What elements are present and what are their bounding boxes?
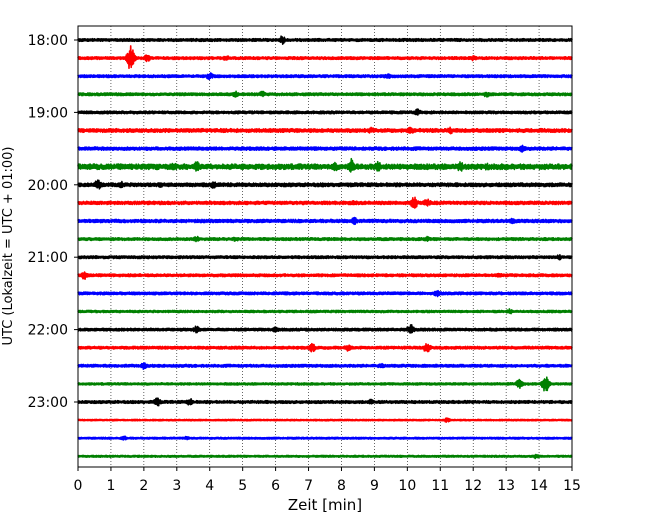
trace-2345: [77, 453, 573, 460]
y-tick-label-19:00: 19:00: [28, 105, 68, 121]
trace-1845: [77, 90, 573, 98]
trace-2315: [77, 417, 573, 423]
y-axis-ticks: 18:00 19:00 20:00 21:00 22:00 23:00: [28, 33, 78, 411]
trace-2015: [77, 196, 573, 209]
trace-2115: [77, 271, 573, 280]
trace-1815: [77, 45, 573, 69]
x-axis-ticks: 0 1 2 3 4 5 6 7 8 9 10 11 12 13 14 15: [74, 467, 581, 494]
trace-1930: [77, 144, 573, 153]
trace-1900: [77, 108, 573, 116]
trace-2330: [77, 435, 573, 441]
y-tick-label-20:00: 20:00: [28, 178, 68, 194]
trace-2300: [77, 397, 573, 407]
trace-1915: [77, 126, 573, 135]
y-tick-label-21:00: 21:00: [28, 250, 68, 266]
x-tick-label-6: 6: [271, 478, 280, 494]
seismogram-traces: [77, 35, 573, 460]
trace-2245: [77, 376, 573, 392]
x-tick-label-10: 10: [398, 478, 416, 494]
x-tick-label-8: 8: [337, 478, 346, 494]
trace-2215: [77, 342, 573, 353]
trace-2045: [77, 235, 573, 243]
trace-1800: [77, 35, 573, 45]
trace-2230: [77, 362, 573, 370]
x-tick-label-15: 15: [563, 478, 581, 494]
x-tick-label-5: 5: [238, 478, 247, 494]
x-tick-label-11: 11: [431, 478, 449, 494]
trace-2030: [77, 216, 573, 226]
y-tick-label-23:00: 23:00: [28, 395, 68, 411]
y-tick-label-18:00: 18:00: [28, 33, 68, 49]
trace-2000: [77, 179, 573, 190]
x-tick-label-13: 13: [497, 478, 515, 494]
x-tick-label-3: 3: [172, 478, 181, 494]
trace-2145: [77, 308, 573, 315]
x-tick-label-2: 2: [139, 478, 148, 494]
plot-frame: [77, 25, 573, 468]
trace-2100: [77, 254, 573, 261]
x-tick-label-14: 14: [530, 478, 548, 494]
y-tick-label-22:00: 22:00: [28, 323, 68, 339]
trace-1830: [77, 72, 573, 81]
y-axis-label: UTC (Lokalzeit = UTC + 01:00): [1, 147, 16, 346]
x-tick-label-4: 4: [205, 478, 214, 494]
trace-2200: [77, 324, 573, 334]
x-tick-label-1: 1: [106, 478, 115, 494]
x-tick-label-12: 12: [464, 478, 482, 494]
x-axis-label: Zeit [min]: [288, 496, 362, 514]
x-tick-label-7: 7: [304, 478, 313, 494]
trace-1945: [77, 157, 573, 173]
trace-2130: [77, 289, 573, 298]
x-tick-label-9: 9: [370, 478, 379, 494]
x-tick-label-0: 0: [74, 478, 83, 494]
